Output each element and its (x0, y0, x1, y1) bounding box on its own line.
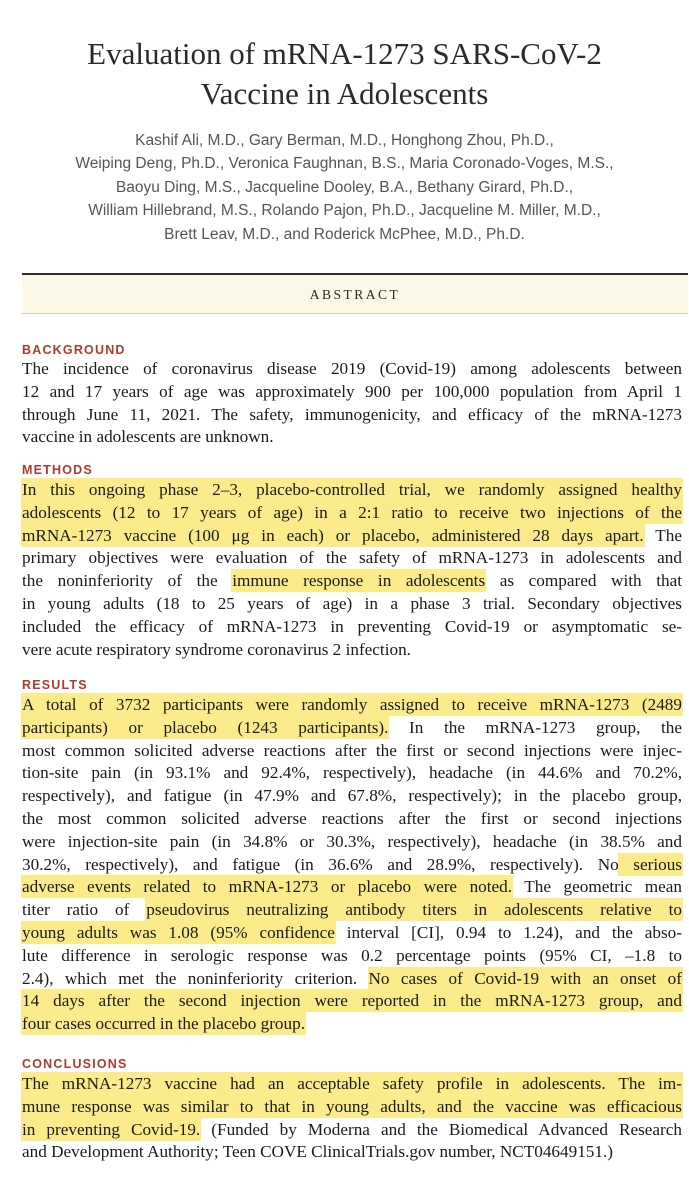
text-line: respectively), and fatigue (in 47.9% and… (22, 786, 682, 806)
text-line: through June 11, 2021. The safety, immun… (22, 404, 682, 424)
text-line: 2.4), which met the noninferiority crite… (22, 967, 682, 991)
conclusions-text: The mRNA-1273 vaccine had an acceptable … (22, 1073, 682, 1164)
highlight: pseudovirus neutralizing antibody titers… (146, 899, 682, 921)
title-line-2: Vaccine in Adolescents (200, 76, 489, 111)
highlight: four cases occurred in the placebo group… (22, 1013, 305, 1035)
text-line: mune response was similar to that in you… (22, 1095, 682, 1119)
results-heading: RESULTS (22, 678, 88, 692)
text-run: the noninferiority of the (22, 571, 233, 591)
highlight: A total of 3732 participants were random… (22, 694, 682, 715)
paper-title: Evaluation of mRNA-1273 SARS-CoV-2 Vacci… (0, 34, 689, 114)
text-line: The incidence of coronavirus disease 201… (22, 359, 682, 378)
highlight: in preventing Covid-19. (22, 1118, 201, 1140)
text-run: 2.4), which met the noninferiority crite… (22, 968, 369, 988)
text-line: adverse events related to mRNA-1273 or p… (22, 876, 682, 899)
text-line: 12 and 17 years of age was approximately… (22, 381, 682, 401)
highlight: serious (618, 853, 682, 875)
author-line: Brett Leav, M.D., and Roderick McPhee, M… (164, 225, 525, 243)
text-line: the noninferiority of the immune respons… (22, 570, 682, 593)
highlight: 14 days after the second injection were … (22, 990, 682, 1012)
text-run: The (643, 525, 682, 545)
methods-heading: METHODS (22, 463, 93, 477)
author-list: Kashif Ali, M.D., Gary Berman, M.D., Hon… (0, 129, 689, 246)
background-heading: BACKGROUND (22, 343, 126, 357)
text-line: four cases occurred in the placebo group… (22, 1013, 682, 1036)
abstract-banner: ABSTRACT (22, 273, 688, 314)
author-line: Weiping Deng, Ph.D., Veronica Faughnan, … (75, 155, 614, 173)
text-line: 14 days after the second injection were … (22, 990, 682, 1013)
text-line: tion-site pain (in 93.1% and 92.4%, resp… (22, 763, 682, 783)
text-line: primary objectives were evaluation of th… (22, 548, 682, 568)
text-line: The mRNA-1273 vaccine had an acceptable … (22, 1073, 682, 1096)
text-line: young adults was 1.08 (95% confidence in… (22, 921, 683, 945)
text-line: In this ongoing phase 2–3, placebo-contr… (22, 479, 682, 502)
text-line: and Development Authority; Teen COVE Cli… (22, 1142, 614, 1162)
text-line: A total of 3732 participants were random… (22, 694, 682, 717)
text-line: 30.2%, respectively), and fatigue (in 36… (22, 853, 682, 877)
text-line: in preventing Covid-19. (Funded by Moder… (22, 1118, 682, 1142)
highlight: mune response was similar to that in you… (22, 1095, 682, 1117)
results-text: A total of 3732 participants were random… (22, 694, 682, 1036)
background-text: The incidence of coronavirus disease 201… (22, 358, 682, 449)
author-line: William Hillebrand, M.S., Rolando Pajon,… (88, 202, 601, 220)
text-run: interval [CI], 0.94 to 1.24), and the ab… (334, 922, 683, 942)
highlight: In this ongoing phase 2–3, placebo-contr… (22, 479, 682, 500)
methods-text: In this ongoing phase 2–3, placebo-contr… (22, 479, 682, 661)
text-line: most common solicited adverse reactions … (22, 740, 682, 760)
highlight: The mRNA-1273 vaccine had an acceptable … (22, 1073, 682, 1094)
highlight: adolescents (12 to 17 years of age) in a… (22, 501, 682, 523)
text-line: the most common solicited adverse reacti… (22, 808, 682, 828)
text-run: The geometric mean (512, 877, 682, 897)
text-line: mRNA-1273 vaccine (100 μg in each) or pl… (22, 524, 682, 548)
text-line: lute difference in serologic response wa… (22, 945, 682, 965)
highlight: No cases of Covid-19 with an onset of (368, 967, 682, 989)
text-line: vaccine in adolescents are unknown. (22, 427, 274, 447)
text-line: were injection-site pain (in 34.8% or 30… (22, 831, 682, 851)
text-line: included the efficacy of mRNA-1273 in pr… (22, 616, 682, 636)
text-line: in young adults (18 to 25 years of age) … (22, 593, 682, 613)
text-run: titer ratio of (22, 900, 147, 920)
conclusions-heading: CONCLUSIONS (22, 1057, 128, 1071)
highlight: young adults was 1.08 (95% confidence (22, 921, 335, 943)
highlight: adverse events related to mRNA-1273 or p… (22, 876, 513, 898)
author-line: Kashif Ali, M.D., Gary Berman, M.D., Hon… (135, 132, 554, 149)
highlight: immune response in adolescents (232, 570, 486, 592)
text-run: (Funded by Moderna and the Biomedical Ad… (200, 1119, 682, 1139)
author-line: Baoyu Ding, M.S., Jacqueline Dooley, B.A… (115, 178, 574, 196)
highlight: participants) or placebo (1243 participa… (22, 716, 389, 738)
text-line: adolescents (12 to 17 years of age) in a… (22, 501, 682, 525)
title-line-1: Evaluation of mRNA-1273 SARS-CoV-2 (87, 36, 602, 71)
highlight: mRNA-1273 vaccine (100 μg in each) or pl… (22, 524, 644, 546)
text-run: In the mRNA-1273 group, the (388, 717, 682, 737)
text-run: 30.2%, respectively), and fatigue (in 36… (22, 854, 619, 874)
text-line: titer ratio of pseudovirus neutralizing … (22, 899, 682, 922)
text-line: participants) or placebo (1243 participa… (22, 716, 682, 740)
abstract-label: ABSTRACT (309, 287, 401, 302)
text-run: as compared with that (485, 571, 682, 591)
text-line: vere acute respiratory syndrome coronavi… (22, 639, 411, 659)
